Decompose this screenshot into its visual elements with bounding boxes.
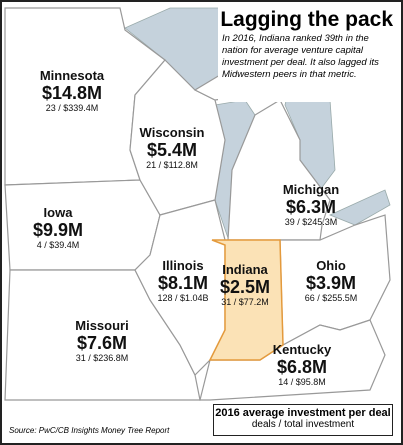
indiana-shape [208,239,284,361]
state-name: Minnesota [39,68,105,83]
state-label: Ohio $3.9M 66 / $255.5M [305,258,358,303]
description: In 2016, Indiana ranked 39th in the nati… [222,33,379,80]
state-name: Iowa [43,205,73,220]
state-name: Missouri [75,318,129,333]
state-detail: 21 / $112.8M [146,160,198,170]
state-label: Minnesota $14.8M 23 / $339.4M [40,68,104,113]
state-average: $7.6M [76,333,128,353]
state-detail: 23 / $339.4M [45,103,99,113]
state-name: Illinois [162,258,204,273]
state-label: Illinois $8.1M 128 / $1.04B [157,258,208,303]
state-detail: 31 / $77.2M [221,297,269,307]
state-average: $14.8M [41,83,103,103]
state-label: Iowa $9.9M 4 / $39.4M [33,205,83,250]
legend-subtitle: deals / total investment [251,419,355,430]
state-detail: 66 / $255.5M [304,293,358,303]
legend-title: 2016 average investment per deal [215,407,391,419]
state-name: Ohio [316,258,346,273]
illinois-shape [134,199,226,377]
state-detail: 128 / $1.04B [157,293,209,303]
state-name: Kentucky [272,342,332,357]
state-label: Wisconsin $5.4M 21 / $112.8M [140,125,205,170]
state-name: Indiana [222,262,268,277]
state-label: Michigan $6.3M 39 / $245.3M [283,182,339,227]
state-average: $2.5M [219,277,271,297]
legend: 2016 average investment per deal deals /… [213,404,393,436]
state-average: $5.4M [146,140,198,160]
state-detail: 31 / $236.8M [75,353,129,363]
state-average: $8.1M [157,273,209,293]
state-average: $6.3M [285,197,337,217]
state-label: Indiana $2.5M 31 / $77.2M [220,262,270,307]
state-label: Missouri $7.6M 31 / $236.8M [75,318,128,363]
state-average: $9.9M [32,220,84,240]
state-average: $3.9M [305,273,357,293]
source: Source: PwC/CB Insights Money Tree Repor… [9,426,170,435]
state-detail: 14 / $95.8M [278,377,326,387]
title-box [218,4,399,102]
state-detail: 4 / $39.4M [36,240,80,250]
title: Lagging the pack [220,8,393,31]
state-average: $6.8M [276,357,328,377]
state-name: Michigan [282,182,340,197]
state-label: Kentucky $6.8M 14 / $95.8M [273,342,332,387]
state-name: Wisconsin [139,125,205,140]
lake-erie [328,189,391,226]
state-detail: 39 / $245.3M [284,217,338,227]
